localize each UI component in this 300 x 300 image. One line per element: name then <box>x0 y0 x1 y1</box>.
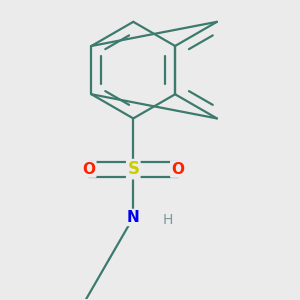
Text: H: H <box>163 213 173 227</box>
Text: O: O <box>82 162 95 177</box>
Text: N: N <box>127 210 140 225</box>
Text: S: S <box>127 160 139 178</box>
Text: O: O <box>171 162 184 177</box>
